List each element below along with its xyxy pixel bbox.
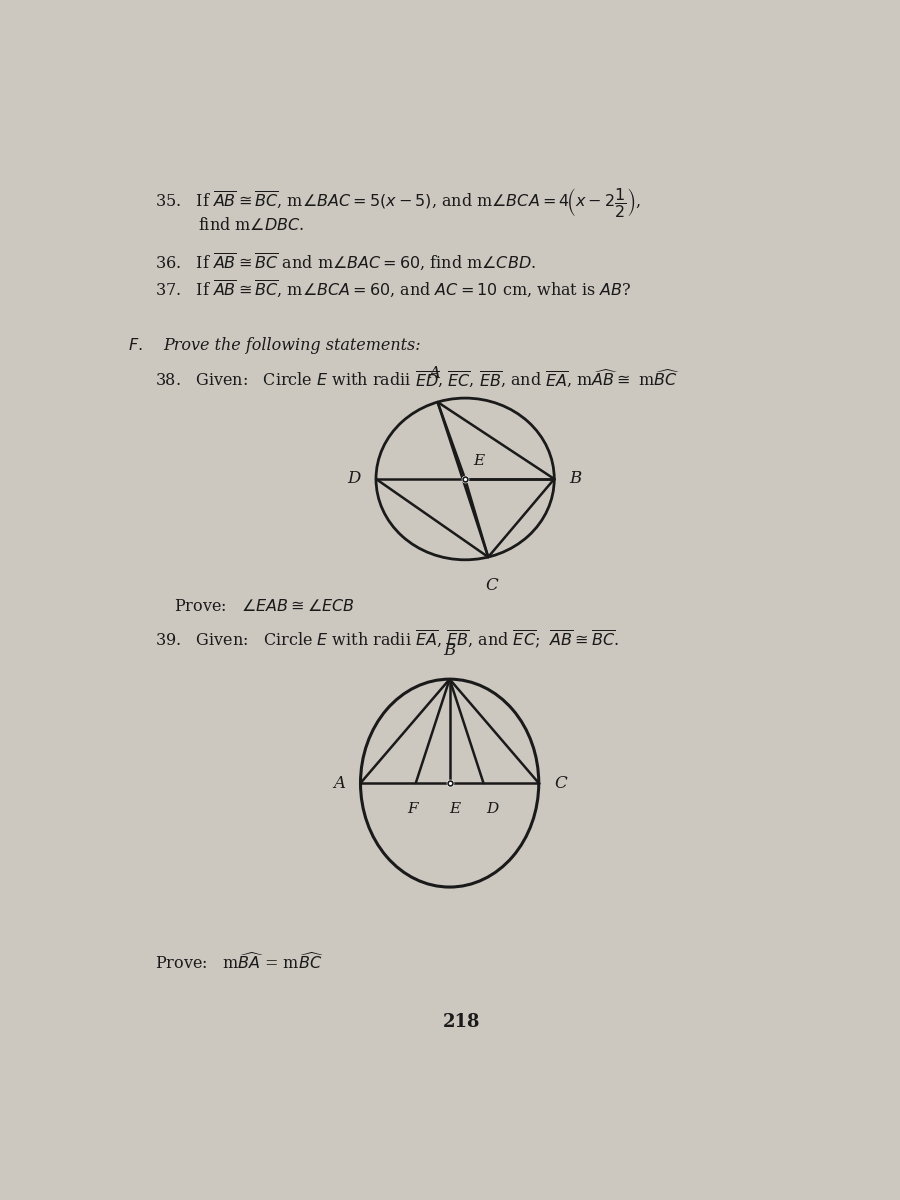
- Text: A: A: [333, 775, 346, 792]
- Text: E: E: [473, 454, 484, 468]
- Text: B: B: [444, 642, 455, 659]
- Text: 37.   If $\overline{AB} \cong \overline{BC}$, m$\angle BCA = 60$, and $AC = 10$ : 37. If $\overline{AB} \cong \overline{BC…: [155, 278, 632, 300]
- Text: Prove:   $\angle EAB \cong \angle ECB$: Prove: $\angle EAB \cong \angle ECB$: [175, 599, 356, 616]
- Text: 36.   If $\overline{AB} \cong \overline{BC}$ and m$\angle BAC = 60$, find m$\ang: 36. If $\overline{AB} \cong \overline{BC…: [155, 252, 536, 274]
- Text: $F.$: $F.$: [128, 336, 142, 354]
- Text: 39.   Given:   Circle $E$ with radii $\overline{EA}$, $\overline{EB}$, and $\ove: 39. Given: Circle $E$ with radii $\overl…: [155, 629, 619, 652]
- Text: 35.   If $\overline{AB} \cong \overline{BC}$, m$\angle BAC = 5(x-5)$, and m$\ang: 35. If $\overline{AB} \cong \overline{BC…: [155, 186, 641, 220]
- Text: 38.   Given:   Circle $E$ with radii $\overline{ED}$, $\overline{EC}$, $\overlin: 38. Given: Circle $E$ with radii $\overl…: [155, 367, 680, 390]
- Text: C: C: [554, 775, 567, 792]
- Text: A: A: [428, 365, 440, 382]
- Text: C: C: [485, 577, 498, 594]
- Text: 218: 218: [443, 1013, 480, 1031]
- Text: B: B: [570, 470, 581, 487]
- Text: D: D: [347, 470, 361, 487]
- Text: E: E: [449, 802, 460, 816]
- Text: Prove:   m$\widehat{BA}$ = m$\widehat{BC}$: Prove: m$\widehat{BA}$ = m$\widehat{BC}$: [155, 953, 325, 973]
- Text: Prove the following statements:: Prove the following statements:: [163, 336, 420, 354]
- Text: F: F: [407, 802, 418, 816]
- Text: D: D: [486, 802, 498, 816]
- Text: find m$\angle DBC$.: find m$\angle DBC$.: [198, 217, 304, 234]
